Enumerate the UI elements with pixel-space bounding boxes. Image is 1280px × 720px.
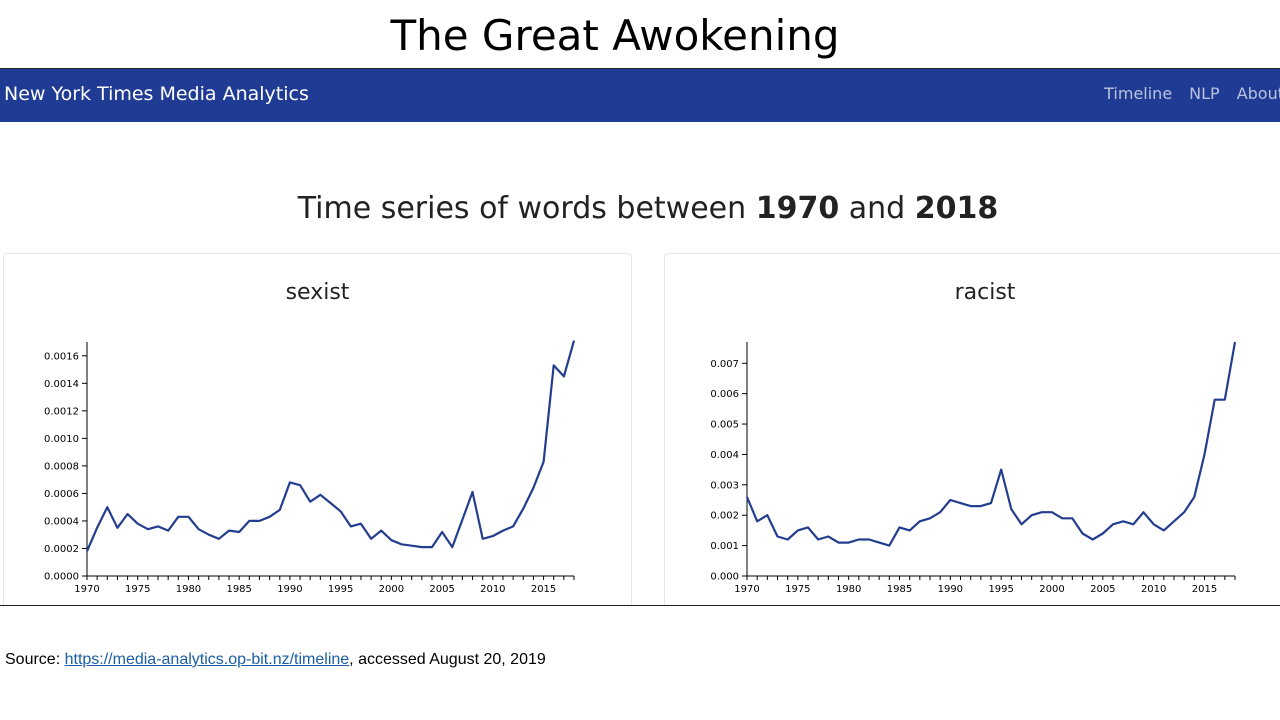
y-tick-label: 0.001	[710, 541, 739, 552]
x-tick-label: 1990	[938, 584, 963, 595]
navbar-brand[interactable]: New York Times Media Analytics	[4, 83, 309, 105]
source-link[interactable]: https://media-analytics.op-bit.nz/timeli…	[64, 651, 350, 668]
nav-link-timeline[interactable]: Timeline	[1104, 84, 1173, 103]
x-tick-label: 1995	[988, 584, 1013, 595]
series-line-sexist	[85, 340, 576, 552]
chart-panel-racist: racist 0.000 0.001 0.002 0.003 0.004 0.005 0.0…	[664, 253, 1280, 605]
x-tick-label: 1975	[125, 584, 150, 595]
source-label: Source:	[5, 651, 65, 668]
y-tick-label: 0.0010	[44, 434, 79, 445]
x-tick-label: 2010	[480, 584, 505, 595]
source-note: Source: https://media-analytics.op-bit.n…	[5, 651, 546, 669]
chart-sexist: 0.0000 0.0002 0.0004 0.0006 0.0008 0.0010 0.00…	[44, 340, 576, 595]
x-tick-label: 1995	[328, 584, 353, 595]
x-tick-label: 2005	[1090, 584, 1115, 595]
y-tick-label: 0.0014	[44, 379, 79, 390]
y-tick-label: 0.004	[710, 450, 739, 461]
x-tick-label: 1985	[887, 584, 912, 595]
x-tick-label: 1975	[785, 584, 810, 595]
x-tick-label: 2015	[531, 584, 556, 595]
x-tick-label: 2000	[1039, 584, 1064, 595]
nav-link-nlp[interactable]: NLP	[1189, 84, 1220, 103]
x-tick-label: 2000	[379, 584, 404, 595]
chart-title-racist: racist	[954, 280, 1016, 305]
y-tick-label: 0.005	[710, 420, 739, 431]
x-tick-label: 1970	[74, 584, 99, 595]
y-tick-label: 0.000	[710, 572, 739, 583]
heading-start-year: 1970	[755, 191, 840, 226]
x-tick-label: 2005	[429, 584, 454, 595]
x-tick-label: 1980	[176, 584, 201, 595]
heading-conjunction: and	[848, 191, 906, 226]
x-tick-label: 1990	[277, 584, 302, 595]
x-tick-label: 2010	[1141, 584, 1166, 595]
y-tick-label: 0.003	[710, 480, 739, 491]
x-tick-label: 1970	[734, 584, 759, 595]
slide-title: The Great Awokening	[390, 11, 840, 60]
nav-links: Timeline NLP About	[1104, 81, 1280, 107]
y-tick-label: 0.0002	[44, 544, 79, 555]
navbar: New York Times Media Analytics Timeline …	[0, 69, 1280, 122]
y-tick-label: 0.0006	[44, 489, 79, 500]
source-accessed: , accessed August 20, 2019	[349, 651, 546, 668]
y-tick-label: 0.002	[710, 511, 739, 522]
chart-racist: 0.000 0.001 0.002 0.003 0.004 0.005 0.006 0.007…	[710, 341, 1237, 595]
y-tick-label: 0.007	[710, 359, 739, 370]
page-heading: Time series of words between 1970 and 20…	[0, 187, 1280, 231]
x-tick-label: 1980	[836, 584, 861, 595]
heading-prefix: Time series of words between	[297, 191, 747, 226]
chart-panel-sexist: sexist 0.0000 0.0002 0.0004 0.0006 0.0008 0.0…	[3, 253, 632, 605]
app-screenshot: New York Times Media Analytics Timeline …	[0, 68, 1280, 606]
nav-link-about[interactable]: About	[1236, 84, 1280, 103]
y-tick-label: 0.0004	[44, 516, 79, 527]
series-line-racist	[745, 341, 1237, 547]
chart-title-sexist: sexist	[285, 280, 350, 305]
heading-end-year: 2018	[914, 191, 999, 226]
x-tick-label: 2015	[1192, 584, 1217, 595]
x-tick-label: 1985	[226, 584, 251, 595]
y-tick-label: 0.0016	[44, 351, 79, 362]
y-tick-label: 0.0000	[44, 572, 79, 583]
y-tick-label: 0.0008	[44, 461, 79, 472]
y-tick-label: 0.006	[710, 389, 739, 400]
y-tick-label: 0.0012	[44, 406, 79, 417]
